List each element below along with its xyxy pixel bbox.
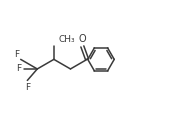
Text: O: O [79, 34, 86, 44]
Text: F: F [14, 50, 19, 59]
Text: CH₃: CH₃ [58, 35, 75, 44]
Text: F: F [25, 82, 30, 91]
Text: F: F [16, 64, 21, 73]
